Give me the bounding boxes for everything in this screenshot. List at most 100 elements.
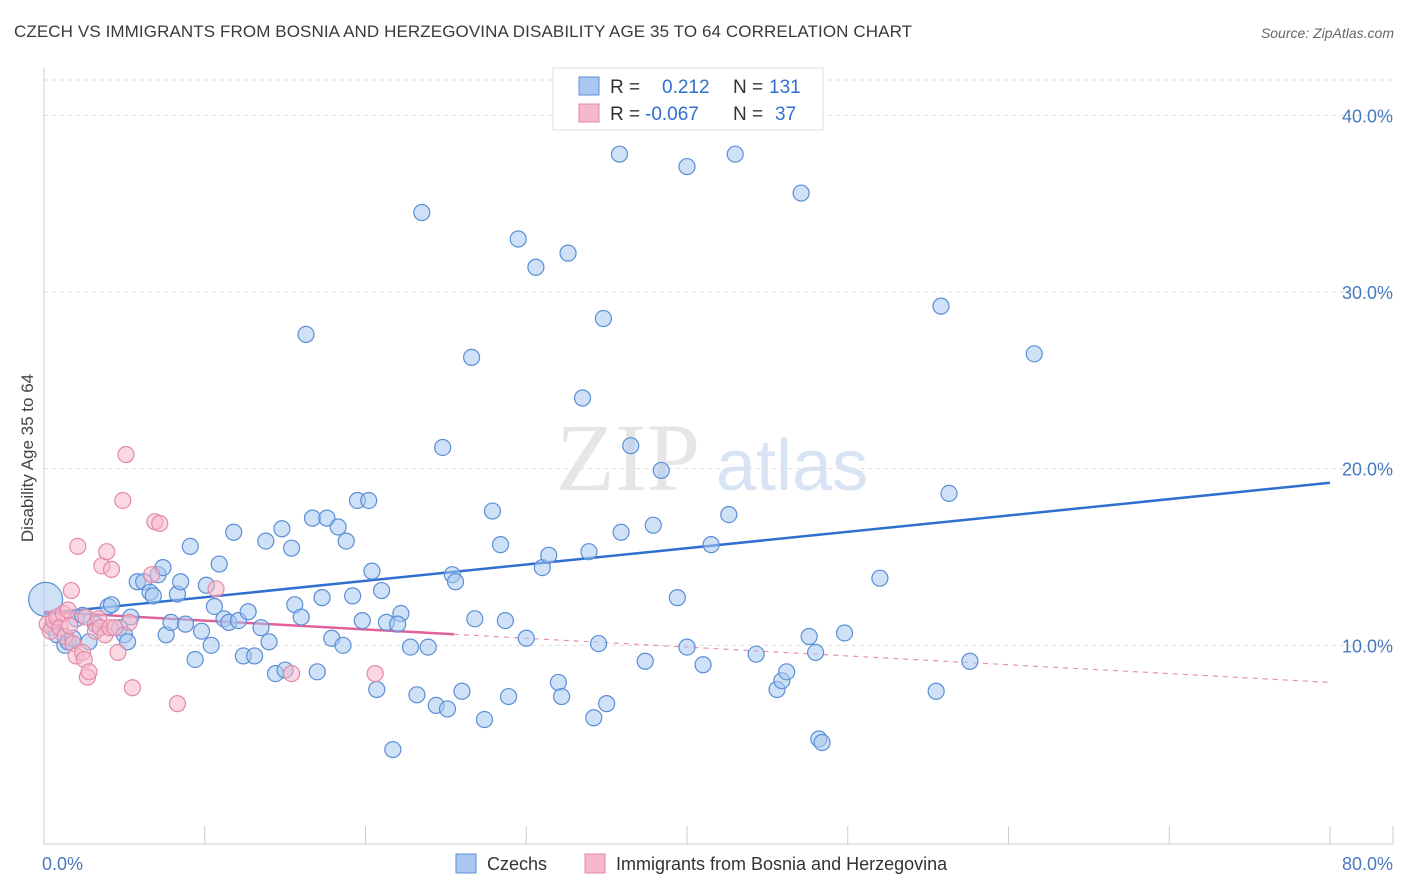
series-bosnia — [38, 445, 384, 713]
czechs-point — [282, 539, 301, 557]
czechs-point — [589, 634, 608, 653]
legend-n-label-1: N = — [733, 77, 763, 98]
legend: R = 0.212 N = 131 R = -0.067 N = 37 — [552, 67, 824, 131]
czechs-point — [496, 611, 514, 630]
czechs-point — [210, 555, 228, 573]
czechs-point — [559, 244, 577, 262]
czechs-point — [172, 573, 190, 591]
czechs-point — [622, 437, 640, 455]
czechs-point — [453, 682, 471, 700]
bosnia-point — [117, 445, 135, 464]
czechs-point — [806, 643, 825, 662]
czechs-point — [813, 733, 831, 752]
czechs-point — [594, 309, 613, 328]
czechs-point — [273, 520, 291, 538]
czechs-point — [527, 258, 545, 276]
bosnia-point — [151, 514, 169, 533]
czechs-point — [694, 656, 712, 674]
source-label: Source: ZipAtlas.com — [1260, 25, 1394, 41]
bosnia-point — [282, 664, 301, 683]
czechs-point — [491, 536, 510, 554]
czechs-point — [612, 523, 630, 541]
bottom-legend-swatch-czechs — [455, 853, 477, 874]
czechs-point — [118, 633, 137, 651]
czechs-point — [419, 638, 437, 656]
czechs-point — [678, 638, 696, 656]
bosnia-point — [114, 491, 132, 510]
bosnia-point — [61, 617, 79, 635]
bosnia-point — [120, 613, 138, 631]
czechs-point — [401, 638, 420, 656]
czechs-point — [186, 650, 204, 669]
legend-swatch-pink — [578, 103, 600, 123]
czechs-point — [483, 502, 502, 520]
bosnia-point — [168, 695, 187, 713]
y-tick-label: 20.0% — [1342, 460, 1393, 480]
bosnia-point — [62, 581, 80, 600]
legend-n-value-1: 131 — [769, 77, 801, 98]
czechs-point — [434, 438, 452, 457]
czechs-point — [1025, 345, 1043, 363]
czechs-point — [292, 608, 310, 626]
czechs-point — [257, 532, 275, 550]
legend-r-label-1: R = — [610, 77, 640, 98]
czechs-point — [202, 636, 220, 654]
czechs-point — [313, 589, 331, 607]
czechs-point — [961, 652, 979, 670]
y-axis-label: Disability Age 35 to 64 — [18, 374, 37, 542]
czechs-point — [540, 546, 558, 564]
bosnia-point — [69, 537, 87, 556]
czechs-point — [144, 587, 162, 605]
czechs-point — [747, 645, 765, 663]
czechs-point — [260, 633, 278, 651]
czechs-point — [720, 505, 738, 524]
bottom-legend-bosnia: Immigrants from Bosnia and Herzegovina — [616, 854, 948, 874]
axes: 10.0% 20.0% 30.0% 40.0% — [43, 68, 1394, 845]
grid — [44, 79, 1393, 646]
czechs-point — [580, 543, 598, 561]
czechs-point — [363, 562, 381, 580]
czechs-point — [549, 673, 568, 692]
bosnia-point — [207, 580, 225, 598]
bosnia-point — [123, 679, 142, 697]
czechs-point — [368, 680, 386, 699]
legend-n-value-2: 37 — [775, 104, 796, 125]
legend-r-label-2: R = — [610, 104, 640, 125]
czechs-point — [344, 587, 362, 605]
series-czechs — [28, 145, 1043, 759]
czechs-point — [297, 325, 315, 343]
czechs-point — [408, 686, 426, 704]
bosnia-point — [106, 619, 124, 637]
czechs-point — [499, 687, 518, 706]
czechs-point — [835, 624, 854, 642]
czechs-point — [438, 700, 457, 718]
x-tick-label-min: 0.0% — [42, 854, 83, 874]
czechs-point — [389, 615, 407, 633]
czechs-point — [610, 145, 629, 163]
czechs-point — [329, 518, 347, 536]
czechs-point — [678, 157, 696, 176]
x-tick-label-max: 80.0% — [1342, 854, 1393, 874]
czechs-point — [446, 573, 465, 591]
legend-r-value-2: -0.067 — [645, 104, 699, 125]
bottom-legend: Czechs Immigrants from Bosnia and Herzeg… — [455, 853, 948, 874]
czechs-point — [585, 709, 603, 727]
czechs-point — [360, 491, 378, 510]
czechs-point — [927, 682, 945, 700]
czechs-point — [181, 537, 199, 556]
czechs-point — [334, 636, 352, 654]
czechs-point — [318, 509, 336, 527]
legend-r-value-1: 0.212 — [662, 77, 710, 98]
czechs-point — [573, 389, 592, 407]
legend-n-label-2: N = — [733, 104, 763, 125]
bosnia-point — [102, 560, 121, 578]
czechs-point — [778, 663, 796, 681]
czechs-point — [102, 596, 121, 614]
czechs-point — [644, 516, 662, 534]
czechs-point — [308, 663, 326, 681]
czechs-point — [800, 627, 818, 646]
bosnia-point — [109, 643, 127, 662]
czechs-point — [337, 532, 355, 550]
czechs-point — [239, 603, 257, 621]
